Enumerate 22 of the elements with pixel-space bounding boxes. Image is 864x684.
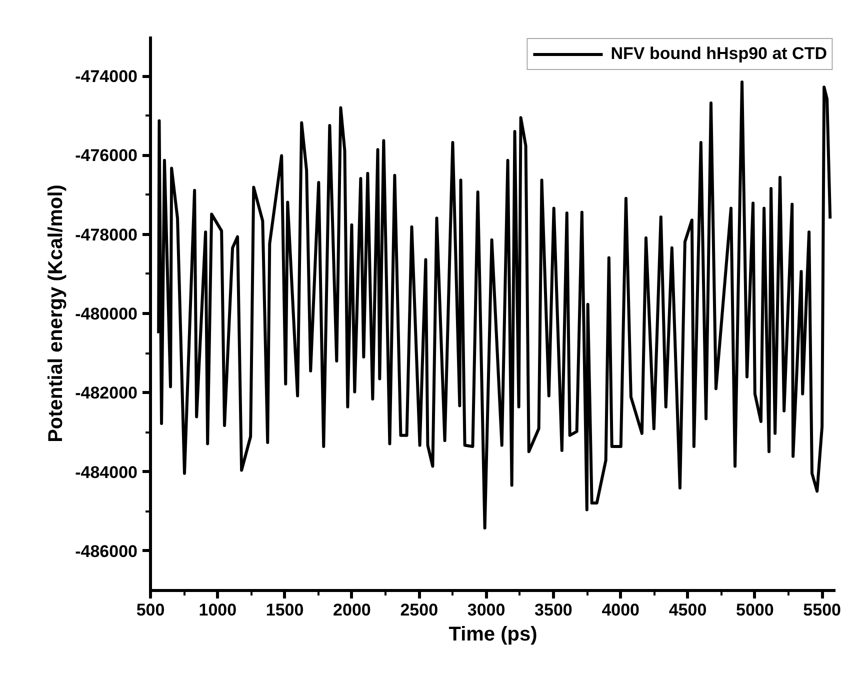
y-tick-label: -474000 bbox=[75, 67, 138, 86]
x-axis-title: Time (ps) bbox=[448, 624, 538, 646]
x-tick-label: 2000 bbox=[333, 600, 371, 620]
y-tick-label: -478000 bbox=[75, 225, 138, 244]
line-series bbox=[157, 80, 832, 530]
legend-label: NFV bound hHsp90 at CTD bbox=[610, 44, 827, 64]
y-axis-title: Potential energy (Kcal/mol) bbox=[45, 184, 68, 442]
x-tick-label: 1000 bbox=[198, 600, 237, 620]
y-tick-label: -486000 bbox=[75, 542, 138, 561]
x-tick-label: 500 bbox=[136, 600, 165, 620]
x-tick-label: 3000 bbox=[467, 600, 506, 620]
y-tick-label: -480000 bbox=[75, 304, 138, 324]
x-tick-label: 5000 bbox=[736, 600, 774, 620]
x-tick-label: 1500 bbox=[266, 600, 304, 620]
y-tick-label: -476000 bbox=[75, 146, 138, 166]
y-tick-label: -484000 bbox=[75, 462, 138, 482]
x-tick-label: 2500 bbox=[400, 600, 438, 620]
x-tick-label: 4500 bbox=[668, 600, 707, 620]
y-tick-label: -482000 bbox=[75, 384, 138, 403]
x-tick-label: 3500 bbox=[534, 600, 572, 620]
x-tick-label: 4000 bbox=[602, 600, 640, 620]
x-tick-label: 5500 bbox=[803, 600, 841, 620]
